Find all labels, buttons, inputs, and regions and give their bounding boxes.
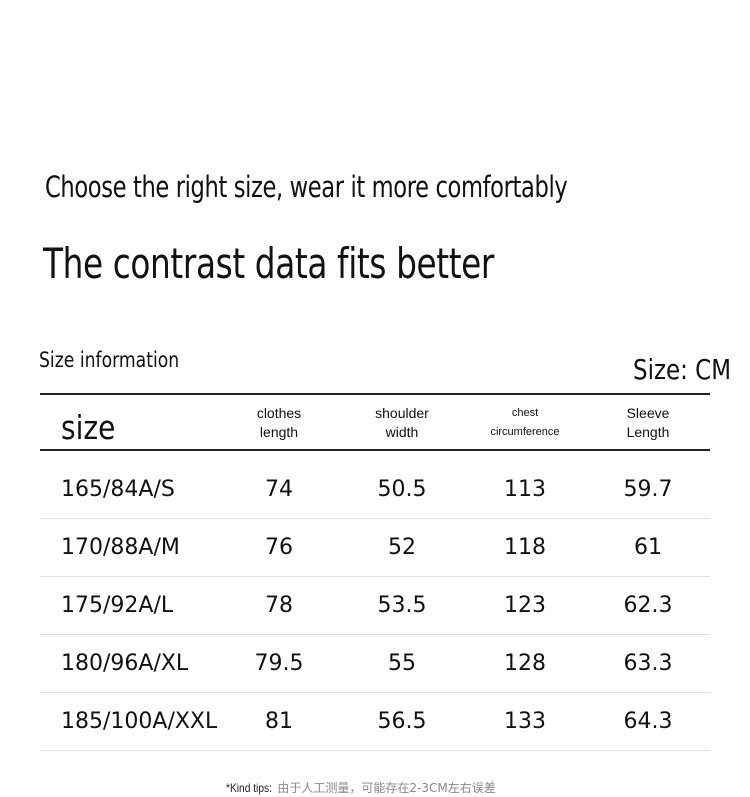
headline-secondary-text: The contrast data fits better xyxy=(43,239,494,288)
unit-label: Size: CM xyxy=(633,353,750,386)
table-cell-size: 165/84A/S xyxy=(61,477,175,502)
table-cell-sleeve-length: 63.3 xyxy=(623,651,673,676)
table-cell-chest: 128 xyxy=(504,651,546,676)
table-cell-shoulder-width: 50.5 xyxy=(377,477,427,502)
section-title-text: Size information xyxy=(39,348,180,372)
table-cell-shoulder-width: 56.5 xyxy=(377,709,427,734)
unit-label-text: Size: CM xyxy=(633,353,732,386)
table-cell-size: 175/92A/L xyxy=(61,593,174,618)
table-cell-sleeve-length: 61 xyxy=(634,535,662,560)
table-header-clothes-length: clothes length xyxy=(219,404,339,442)
table-header-size: size xyxy=(61,408,125,447)
table-header-line: chest xyxy=(511,407,539,419)
table-cell-sleeve-length: 59.7 xyxy=(623,477,673,502)
kind-tips-label: *Kind tips: xyxy=(226,781,272,795)
table-cell-size: 185/100A/XXL xyxy=(61,709,218,734)
table-header-line: shoulder xyxy=(375,405,429,421)
table-cell-clothes-length: 78 xyxy=(265,593,293,618)
table-cell-clothes-length: 74 xyxy=(265,477,293,502)
table-cell-chest: 113 xyxy=(504,477,546,502)
table-cell-shoulder-width: 53.5 xyxy=(377,593,427,618)
table-header-line: length xyxy=(259,424,299,440)
table-cell-chest: 118 xyxy=(504,535,546,560)
table-cell-clothes-length: 76 xyxy=(265,535,293,560)
table-cell-shoulder-width: 55 xyxy=(388,651,416,676)
table-cell-sleeve-length: 62.3 xyxy=(623,593,673,618)
table-header-line: Sleeve xyxy=(626,405,670,421)
table-cell-size: 180/96A/XL xyxy=(61,651,189,676)
table-row-divider xyxy=(40,634,710,635)
table-cell-chest: 123 xyxy=(504,593,546,618)
headline-secondary: The contrast data fits better xyxy=(43,239,621,288)
table-cell-clothes-length: 81 xyxy=(265,709,293,734)
headline-primary: Choose the right size, wear it more comf… xyxy=(45,170,715,204)
table-header-size-text: size xyxy=(61,408,116,447)
table-cell-shoulder-width: 52 xyxy=(388,535,416,560)
table-header-shoulder-width: shoulder width xyxy=(342,404,462,442)
table-top-rule xyxy=(40,393,710,395)
table-header-chest-circumference: chest circumference xyxy=(465,404,585,442)
section-title: Size information xyxy=(39,348,210,372)
table-row-divider xyxy=(40,576,710,577)
table-cell-chest: 133 xyxy=(504,709,546,734)
table-header-line: Length xyxy=(626,424,670,440)
table-header-line: width xyxy=(385,424,419,440)
table-row-divider xyxy=(40,750,710,751)
kind-tips: *Kind tips: 由于人工测量，可能存在2-3CM左右误差 xyxy=(226,779,496,796)
table-row-divider xyxy=(40,518,710,519)
table-row-divider xyxy=(40,692,710,693)
table-cell-clothes-length: 79.5 xyxy=(254,651,304,676)
table-cell-size: 170/88A/M xyxy=(61,535,180,560)
headline-primary-text: Choose the right size, wear it more comf… xyxy=(45,170,568,204)
table-header-sleeve-length: Sleeve Length xyxy=(588,404,708,442)
kind-tips-text: 由于人工测量，可能存在2-3CM左右误差 xyxy=(277,781,496,795)
table-cell-sleeve-length: 64.3 xyxy=(623,709,673,734)
table-header-line: clothes xyxy=(256,405,302,421)
table-header-line: circumference xyxy=(490,426,560,438)
table-header-rule xyxy=(40,449,710,451)
